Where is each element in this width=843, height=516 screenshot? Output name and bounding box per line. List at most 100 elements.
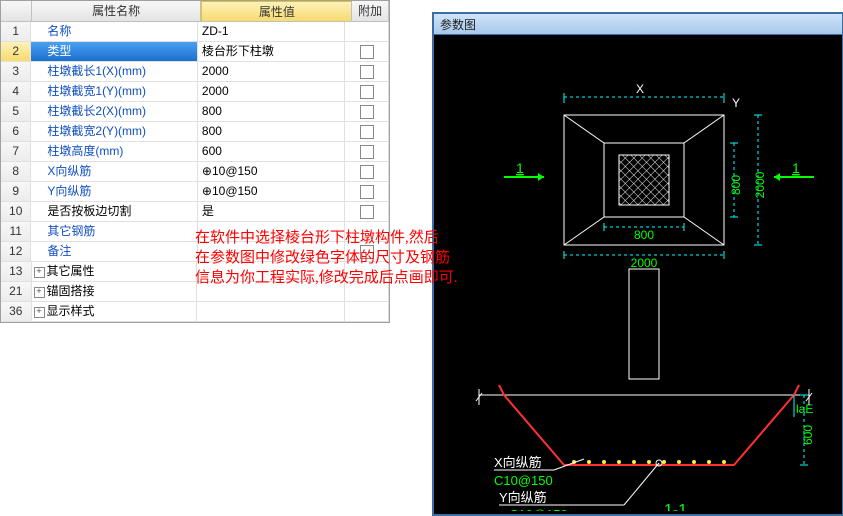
addon-checkbox[interactable] <box>360 125 374 139</box>
table-row[interactable]: 4柱墩截宽1(Y)(mm)2000 <box>1 82 389 102</box>
grid-header: 属性名称 属性值 附加 <box>1 1 389 22</box>
property-name[interactable]: Y向纵筋 <box>31 182 198 201</box>
row-number: 4 <box>1 82 31 101</box>
expand-icon[interactable]: + <box>34 307 45 318</box>
property-name[interactable]: 其它钢筋 <box>31 222 198 241</box>
overlay-line2: 在参数图中修改绿色字体的尺寸及钢筋 <box>195 248 458 268</box>
addon-cell <box>345 202 389 221</box>
x-rebar-value[interactable]: C10@150 <box>494 473 553 488</box>
dim-height[interactable]: 600 <box>801 425 815 445</box>
addon-checkbox[interactable] <box>360 165 374 179</box>
property-name[interactable]: X向纵筋 <box>31 162 198 181</box>
addon-checkbox[interactable] <box>360 45 374 59</box>
table-row[interactable]: 10是否按板边切割是 <box>1 202 389 222</box>
row-number: 6 <box>1 122 31 141</box>
dim-inner-h[interactable]: 800 <box>729 175 743 195</box>
property-value[interactable]: ZD-1 <box>198 22 345 41</box>
table-row[interactable]: 1名称ZD-1 <box>1 22 389 42</box>
overlay-line3: 信息为你工程实际,修改完成后点画即可. <box>195 268 458 288</box>
row-number: 9 <box>1 182 31 201</box>
dim-inner-w[interactable]: 800 <box>634 228 654 242</box>
table-row[interactable]: 36+显示样式 <box>1 302 389 322</box>
row-number: 8 <box>1 162 31 181</box>
property-value[interactable]: 800 <box>198 122 345 141</box>
property-value[interactable]: 2000 <box>198 62 345 81</box>
property-value[interactable]: 是 <box>198 202 345 221</box>
row-number: 36 <box>1 302 32 321</box>
row-number: 13 <box>1 262 32 281</box>
row-number: 5 <box>1 102 31 121</box>
property-name[interactable]: 柱墩截宽1(Y)(mm) <box>31 82 198 101</box>
header-num[interactable] <box>1 1 32 21</box>
expand-icon[interactable]: + <box>34 287 45 298</box>
addon-checkbox[interactable] <box>360 105 374 119</box>
row-number: 21 <box>1 282 32 301</box>
section-mark-right: 1 <box>792 160 800 176</box>
header-add[interactable]: 附加 <box>352 1 389 21</box>
property-value[interactable] <box>197 302 345 321</box>
addon-checkbox[interactable] <box>360 185 374 199</box>
table-row[interactable]: 2类型棱台形下柱墩 <box>1 42 389 62</box>
addon-cell <box>345 22 389 41</box>
row-number: 3 <box>1 62 31 81</box>
row-number: 10 <box>1 202 31 221</box>
table-row[interactable]: 7柱墩高度(mm)600 <box>1 142 389 162</box>
property-name[interactable]: 是否按板边切割 <box>31 202 198 221</box>
parameter-diagram-title: 参数图 <box>434 14 842 35</box>
property-name[interactable]: +其它属性 <box>32 262 197 281</box>
x-rebar-label: X向纵筋 <box>494 455 542 470</box>
addon-cell <box>345 142 389 161</box>
overlay-line1: 在软件中选择棱台形下柱墩构件,然后 <box>195 228 458 248</box>
table-row[interactable]: 5柱墩截长2(X)(mm)800 <box>1 102 389 122</box>
header-val[interactable]: 属性值 <box>201 1 352 21</box>
addon-checkbox[interactable] <box>360 145 374 159</box>
instruction-overlay: 在软件中选择棱台形下柱墩构件,然后 在参数图中修改绿色字体的尺寸及钢筋 信息为你… <box>195 228 458 288</box>
row-number: 2 <box>1 42 31 61</box>
row-number: 1 <box>1 22 31 41</box>
expand-icon[interactable]: + <box>34 267 45 278</box>
row-number: 11 <box>1 222 31 241</box>
dim-x-label: X <box>636 82 644 96</box>
property-value[interactable]: 800 <box>198 102 345 121</box>
table-row[interactable]: 6柱墩截宽2(Y)(mm)800 <box>1 122 389 142</box>
property-name[interactable]: +锚固搭接 <box>32 282 197 301</box>
dim-y-label: Y <box>732 96 740 110</box>
y-rebar-value[interactable]: C10@150 <box>509 507 568 511</box>
y-rebar-label: Y向纵筋 <box>499 490 547 505</box>
property-name[interactable]: 柱墩截长2(X)(mm) <box>31 102 198 121</box>
property-name[interactable]: 类型 <box>31 42 198 61</box>
property-name[interactable]: +显示样式 <box>32 302 197 321</box>
property-value[interactable]: ⊕10@150 <box>198 182 345 201</box>
addon-checkbox[interactable] <box>360 205 374 219</box>
row-number: 12 <box>1 242 31 261</box>
property-name[interactable]: 备注 <box>31 242 198 261</box>
header-name[interactable]: 属性名称 <box>32 1 202 21</box>
dim-outer-h[interactable]: 2000 <box>753 171 767 198</box>
dim-outer-w[interactable]: 2000 <box>631 256 658 270</box>
addon-cell <box>345 162 389 181</box>
addon-checkbox[interactable] <box>360 85 374 99</box>
addon-cell <box>345 82 389 101</box>
property-value[interactable]: 600 <box>198 142 345 161</box>
addon-cell <box>345 42 389 61</box>
addon-checkbox[interactable] <box>360 65 374 79</box>
property-name[interactable]: 柱墩高度(mm) <box>31 142 198 161</box>
property-name[interactable]: 柱墩截长1(X)(mm) <box>31 62 198 81</box>
section-label: 1-1 <box>664 502 687 511</box>
property-value[interactable]: ⊕10@150 <box>198 162 345 181</box>
property-value[interactable]: 2000 <box>198 82 345 101</box>
rebar-dots <box>572 460 726 464</box>
lae-label[interactable]: laE <box>796 402 813 416</box>
table-row[interactable]: 3柱墩截长1(X)(mm)2000 <box>1 62 389 82</box>
row-number: 7 <box>1 142 31 161</box>
table-row[interactable]: 9Y向纵筋⊕10@150 <box>1 182 389 202</box>
addon-cell <box>345 122 389 141</box>
addon-cell <box>345 62 389 81</box>
section-mark-left: 1 <box>516 160 524 176</box>
property-name[interactable]: 名称 <box>31 22 198 41</box>
property-name[interactable]: 柱墩截宽2(Y)(mm) <box>31 122 198 141</box>
property-value[interactable]: 棱台形下柱墩 <box>198 42 345 61</box>
table-row[interactable]: 8X向纵筋⊕10@150 <box>1 162 389 182</box>
diagram-canvas[interactable]: X 800 2000 Y 800 2000 1 1 <box>434 35 838 511</box>
addon-cell <box>345 102 389 121</box>
